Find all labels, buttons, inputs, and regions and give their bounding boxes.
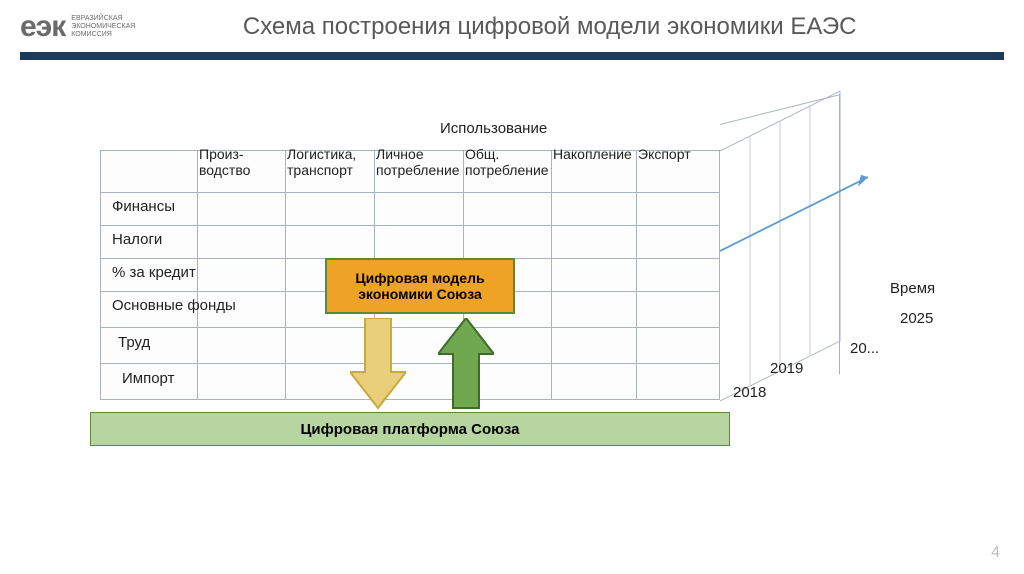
grid-panel-3d bbox=[720, 94, 840, 404]
grid-row bbox=[100, 363, 720, 364]
row-label: Налоги bbox=[112, 231, 162, 248]
time-title: Время bbox=[890, 280, 935, 297]
col-label: Общ. потребление bbox=[465, 146, 549, 178]
columns-top-header: Использование bbox=[440, 120, 547, 137]
header-rule bbox=[20, 52, 1004, 60]
diagram-stage: Использование Произ-водство Логистика, т… bbox=[100, 150, 920, 520]
header: еэк ЕВРАЗИЙСКАЯ ЭКОНОМИЧЕСКАЯ КОМИССИЯ С… bbox=[0, 0, 1024, 44]
time-year: 2025 bbox=[900, 310, 933, 327]
grid-row bbox=[100, 225, 720, 226]
row-label: Труд bbox=[118, 334, 150, 351]
col-label: Личное потребление bbox=[376, 146, 460, 178]
logo-mark: еэк bbox=[20, 10, 65, 44]
page-number: 4 bbox=[991, 544, 1000, 562]
col-label: Логистика, транспорт bbox=[287, 146, 371, 178]
grid-row bbox=[100, 192, 720, 193]
time-year: 20... bbox=[850, 340, 879, 357]
col-label: Накопление bbox=[553, 146, 637, 162]
row-label: Финансы bbox=[112, 198, 175, 215]
col-label: Экспорт bbox=[638, 146, 722, 162]
page-title: Схема построения цифровой модели экономи… bbox=[135, 13, 1004, 41]
logo: еэк ЕВРАЗИЙСКАЯ ЭКОНОМИЧЕСКАЯ КОМИССИЯ bbox=[20, 10, 135, 44]
arrow-down-icon bbox=[350, 318, 406, 412]
row-label: % за кредит bbox=[112, 264, 196, 281]
row-label: Импорт bbox=[122, 370, 174, 387]
row-label: Основные фонды bbox=[112, 297, 236, 314]
arrow-up-icon bbox=[438, 318, 494, 412]
model-box: Цифровая модель экономики Союза bbox=[325, 258, 515, 314]
platform-bar: Цифровая платформа Союза bbox=[90, 412, 730, 446]
time-year: 2018 bbox=[733, 384, 766, 401]
grid-row bbox=[100, 327, 720, 328]
logo-text: ЕВРАЗИЙСКАЯ ЭКОНОМИЧЕСКАЯ КОМИССИЯ bbox=[71, 15, 135, 38]
time-year: 2019 bbox=[770, 360, 803, 377]
col-label: Произ-водство bbox=[199, 146, 283, 178]
